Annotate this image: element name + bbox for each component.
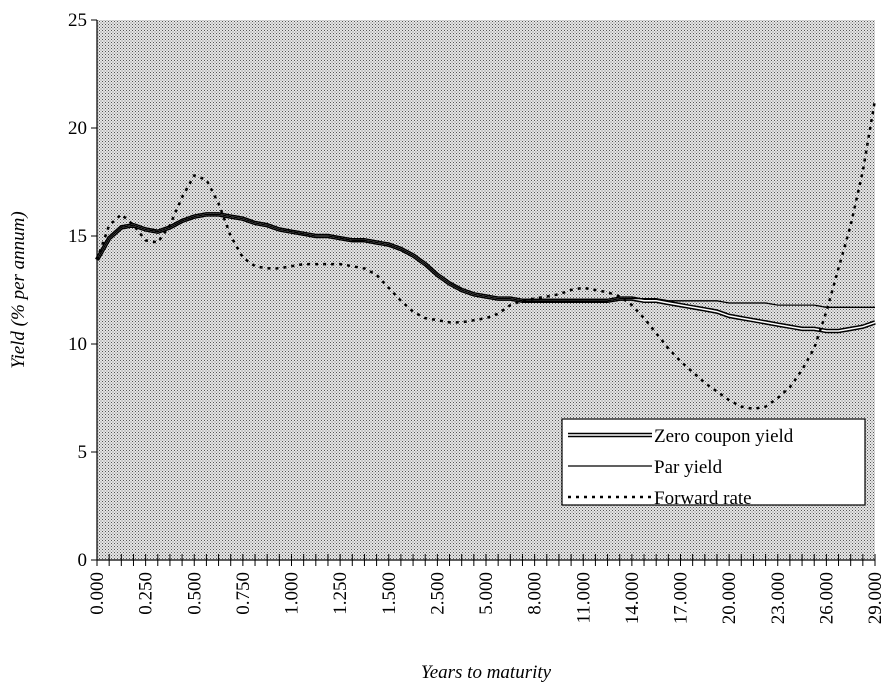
y-tick-label: 25 bbox=[68, 10, 87, 31]
x-axis-label: Years to maturity bbox=[421, 662, 552, 683]
x-tick-label: 14.000 bbox=[622, 572, 643, 624]
x-tick-label: 0.750 bbox=[233, 572, 254, 615]
x-tick-label: 5.000 bbox=[476, 572, 497, 615]
legend-label: Par yield bbox=[654, 457, 723, 478]
x-tick-label: 1.500 bbox=[379, 572, 400, 615]
y-tick-label: 20 bbox=[68, 118, 87, 139]
y-axis-label: Yield (% per annum) bbox=[8, 211, 29, 368]
x-tick-label: 1.000 bbox=[282, 572, 303, 615]
y-tick-label: 0 bbox=[78, 550, 88, 571]
x-tick-label: 29.000 bbox=[865, 572, 882, 624]
line bbox=[95, 99, 877, 411]
y-tick-label: 15 bbox=[68, 226, 87, 247]
x-tick-label: 0.000 bbox=[87, 572, 108, 615]
x-tick-label: 20.000 bbox=[719, 572, 740, 624]
x-tick-label: 1.250 bbox=[330, 572, 351, 615]
x-tick-label: 17.000 bbox=[671, 572, 692, 624]
x-tick-label: 8.000 bbox=[525, 572, 546, 615]
x-tick-label: 11.000 bbox=[573, 572, 594, 624]
y-tick-label: 5 bbox=[78, 442, 88, 463]
x-tick-label: 0.500 bbox=[184, 572, 205, 615]
x-tick-label: 0.250 bbox=[136, 572, 157, 615]
line bbox=[96, 213, 875, 308]
x-tick-label: 23.000 bbox=[768, 572, 789, 624]
x-tick-label: 2.500 bbox=[427, 572, 448, 615]
y-tick-label: 10 bbox=[68, 334, 87, 355]
x-tick-label: 26.000 bbox=[816, 572, 837, 624]
legend-label: Zero coupon yield bbox=[654, 426, 794, 447]
legend-label: Forward rate bbox=[654, 488, 752, 509]
